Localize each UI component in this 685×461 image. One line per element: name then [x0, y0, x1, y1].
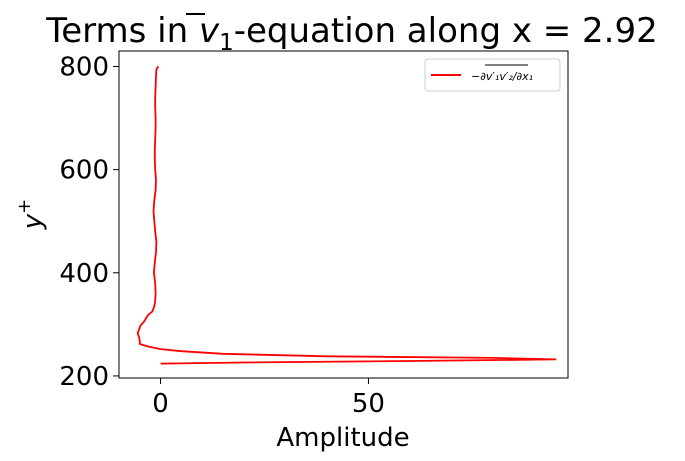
title-subscript: 1 [219, 30, 234, 56]
data-series [136, 65, 557, 365]
y-tick-label: 800 [59, 52, 109, 82]
x-axis-ticks: 0 50 [152, 378, 385, 419]
y-tick-label: 600 [59, 156, 109, 186]
plot-frame [118, 50, 569, 379]
title-suffix: -equation along x = 2.92 [234, 11, 658, 51]
legend-box [424, 58, 561, 92]
series-line [136, 65, 557, 365]
legend: −∂v′₁v′₂/∂x₁ [424, 58, 561, 92]
x-tick-label: 0 [152, 389, 169, 419]
y-axis-label: y+ [14, 199, 48, 230]
x-tick-label: 50 [352, 389, 385, 419]
y-tick-label: 200 [59, 362, 109, 392]
title-variable: v [199, 11, 220, 51]
y-tick-label: 400 [59, 259, 109, 289]
chart-title: Terms in v1-equation along x = 2.92 [45, 11, 658, 56]
y-axis-ticks: 200 400 600 800 [59, 52, 119, 392]
y-axis-label-superscript: + [14, 199, 35, 214]
y-axis-label-base: y [18, 213, 48, 230]
title-prefix: Terms in [45, 11, 199, 51]
x-axis-label: Amplitude [276, 423, 409, 453]
legend-label: −∂v′₁v′₂/∂x₁ [471, 70, 533, 83]
